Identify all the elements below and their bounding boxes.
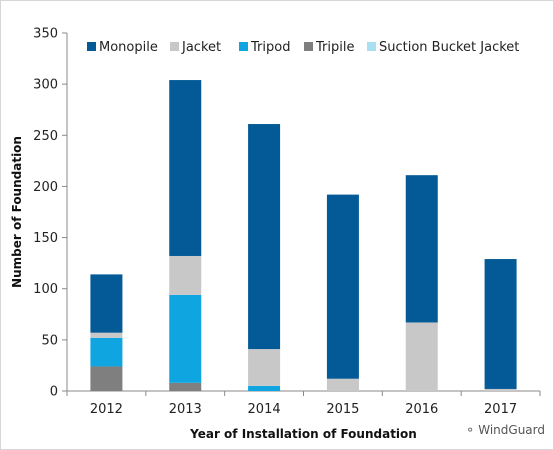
y-tick-label: 250 [33, 129, 58, 144]
x-tick-label: 2017 [484, 402, 517, 417]
legend-swatch [87, 42, 96, 51]
x-tick-label: 2014 [248, 402, 281, 417]
bar-segment-tripile [169, 382, 202, 391]
y-tick-labels: 0 50 100 150 200 250 300 350 [33, 27, 58, 400]
watermark-text: WindGuard [478, 423, 545, 437]
y-tick-label: 200 [33, 180, 58, 195]
y-tick-label: 150 [33, 231, 58, 246]
y-tick-label: 0 [50, 385, 58, 400]
bar-segment-tripod [248, 385, 281, 391]
y-tick-label: 350 [33, 27, 58, 42]
axes [62, 32, 541, 396]
legend-label: Suction Bucket Jacket [379, 40, 519, 55]
y-tick-label: 300 [33, 78, 58, 93]
bar-segment-jacket [169, 255, 202, 295]
legend-swatch [170, 42, 179, 51]
y-tick-label: 100 [33, 282, 58, 297]
bar-segment-tripod [90, 337, 123, 367]
x-tick-label: 2013 [169, 402, 202, 417]
bars [90, 80, 517, 391]
bar-segment-monopile [326, 194, 359, 379]
bar-segment-jacket [90, 332, 123, 338]
bar-segment-tripile [90, 366, 123, 391]
y-tick-label: 50 [41, 333, 58, 348]
bar-segment-monopile [248, 124, 281, 350]
bar-segment-monopile [484, 259, 517, 389]
legend-label: Jacket [181, 40, 221, 55]
bar-segment-jacket [248, 349, 281, 386]
y-axis-title: Number of Foundation [10, 136, 24, 288]
bar-segment-monopile [405, 175, 438, 323]
legend-label: Monopile [99, 40, 158, 55]
watermark: ⚬ WindGuard [465, 423, 545, 437]
x-axis-title: Year of Installation of Foundation [189, 427, 417, 441]
legend-label: Tripod [250, 40, 290, 55]
wechat-icon: ⚬ [465, 423, 476, 437]
legend: Monopile Jacket Tripod Tripile Suction Bucke… [87, 40, 519, 55]
x-tick-label: 2012 [90, 402, 123, 417]
bar-segment-jacket [484, 388, 517, 391]
bar-segment-jacket [405, 322, 438, 391]
bar-segment-monopile [169, 80, 202, 256]
x-tick-label: 2015 [326, 402, 359, 417]
legend-swatch [304, 42, 313, 51]
x-tick-label: 2016 [405, 402, 438, 417]
bar-segment-monopile [90, 274, 123, 333]
legend-label: Tripile [315, 40, 354, 55]
x-tick-labels: 2012 2013 2014 2015 2016 2017 [90, 402, 517, 417]
bar-segment-jacket [326, 378, 359, 391]
legend-swatch [367, 42, 376, 51]
legend-swatch [239, 42, 248, 51]
bar-segment-tripod [169, 294, 202, 383]
